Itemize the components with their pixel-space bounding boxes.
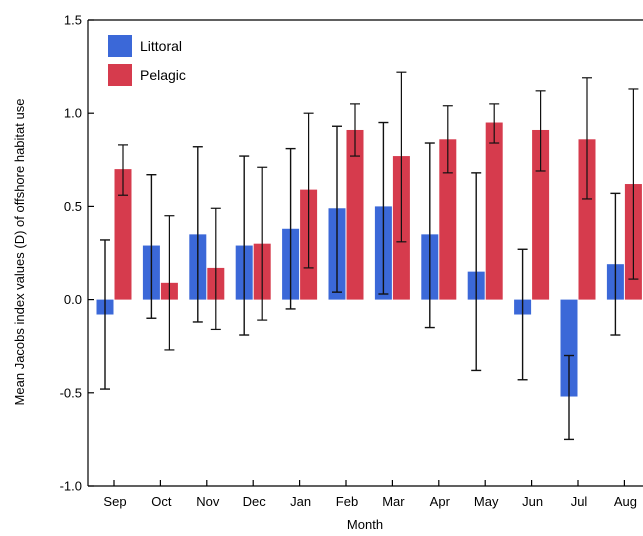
bar-pelagic-feb — [346, 129, 364, 300]
legend-swatch-littoral — [108, 35, 132, 57]
x-tick-label: Aug — [614, 494, 637, 509]
error-bar-pelagic-feb — [350, 103, 360, 157]
bar-pelagic-may — [485, 122, 503, 300]
plot-bars — [96, 122, 642, 397]
error-bar-littoral-nov — [192, 146, 203, 323]
bar-pelagic-apr — [439, 139, 457, 300]
error-bar-pelagic-apr — [442, 105, 453, 174]
error-bar-pelagic-oct — [164, 215, 175, 351]
error-bar-littoral-feb — [332, 125, 342, 293]
x-tick-label: Mar — [382, 494, 405, 509]
error-bar-pelagic-may — [489, 103, 500, 144]
error-bar-littoral-mar — [378, 121, 389, 295]
error-bar-littoral-jun — [517, 248, 528, 381]
x-tick-label: Jan — [290, 494, 311, 509]
bar-pelagic-jul — [578, 139, 596, 300]
x-tick-label: Jun — [522, 494, 543, 509]
legend: Littoral Pelagic — [108, 35, 186, 86]
bar-littoral-jul — [560, 299, 578, 397]
error-bar-littoral-sep — [100, 239, 110, 390]
tick-labels: -1.0 -0.5 0.0 0.5 1.0 1.5 Sep Oct Nov Dec Jan Feb Ma… — [60, 13, 637, 510]
error-bar-littoral-apr — [424, 142, 435, 329]
error-bar-pelagic-sep — [118, 144, 128, 196]
x-tick-label: May — [474, 494, 499, 509]
y-tick-label: -1.0 — [60, 479, 82, 494]
x-tick-label: Apr — [430, 494, 451, 509]
error-bar-pelagic-jan — [303, 112, 314, 269]
error-bar-littoral-oct — [146, 174, 157, 319]
x-tick-label: Oct — [151, 494, 172, 509]
bar-pelagic-jun — [532, 129, 550, 300]
error-bar-pelagic-aug — [628, 88, 639, 280]
y-tick-label: 0.0 — [64, 292, 82, 307]
y-tick-label: -0.5 — [60, 385, 82, 400]
error-bar-littoral-dec — [239, 155, 250, 336]
error-bar-littoral-jul — [564, 354, 574, 441]
x-tick-label: Nov — [196, 494, 220, 509]
y-tick-label: 0.5 — [64, 199, 82, 214]
legend-swatch-pelagic — [108, 64, 132, 86]
x-tick-label: Feb — [336, 494, 358, 509]
error-bar-littoral-aug — [610, 192, 621, 336]
x-tick-label: Jul — [571, 494, 588, 509]
legend-label-pelagic: Pelagic — [140, 67, 186, 83]
y-axis-title: Mean Jacobs index values (D) of offshore… — [12, 99, 27, 406]
error-bar-littoral-may — [471, 172, 482, 372]
error-bar-pelagic-mar — [396, 71, 407, 243]
error-bar-pelagic-dec — [257, 166, 268, 321]
x-tick-label: Sep — [103, 494, 126, 509]
y-tick-label: 1.0 — [64, 106, 82, 121]
error-bar-littoral-jan — [285, 147, 296, 310]
x-axis-title: Month — [347, 517, 383, 532]
axes — [87, 19, 643, 487]
legend-label-littoral: Littoral — [140, 38, 182, 54]
error-bar-pelagic-nov — [210, 207, 221, 331]
y-tick-label: 1.5 — [64, 13, 82, 28]
error-bar-pelagic-jun — [535, 90, 546, 172]
bar-pelagic-sep — [114, 169, 132, 300]
error-bars — [100, 71, 639, 441]
x-tick-label: Dec — [243, 494, 267, 509]
error-bar-pelagic-jul — [582, 77, 592, 200]
